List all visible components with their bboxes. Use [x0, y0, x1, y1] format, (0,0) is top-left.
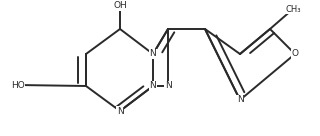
Text: N: N	[236, 95, 244, 104]
Text: CH₃: CH₃	[285, 4, 301, 13]
Text: N: N	[164, 81, 172, 90]
Text: N: N	[116, 106, 124, 115]
Text: N: N	[150, 81, 156, 90]
Text: N: N	[150, 50, 156, 58]
Text: HO: HO	[11, 81, 25, 89]
Text: OH: OH	[113, 1, 127, 10]
Text: O: O	[292, 50, 299, 58]
